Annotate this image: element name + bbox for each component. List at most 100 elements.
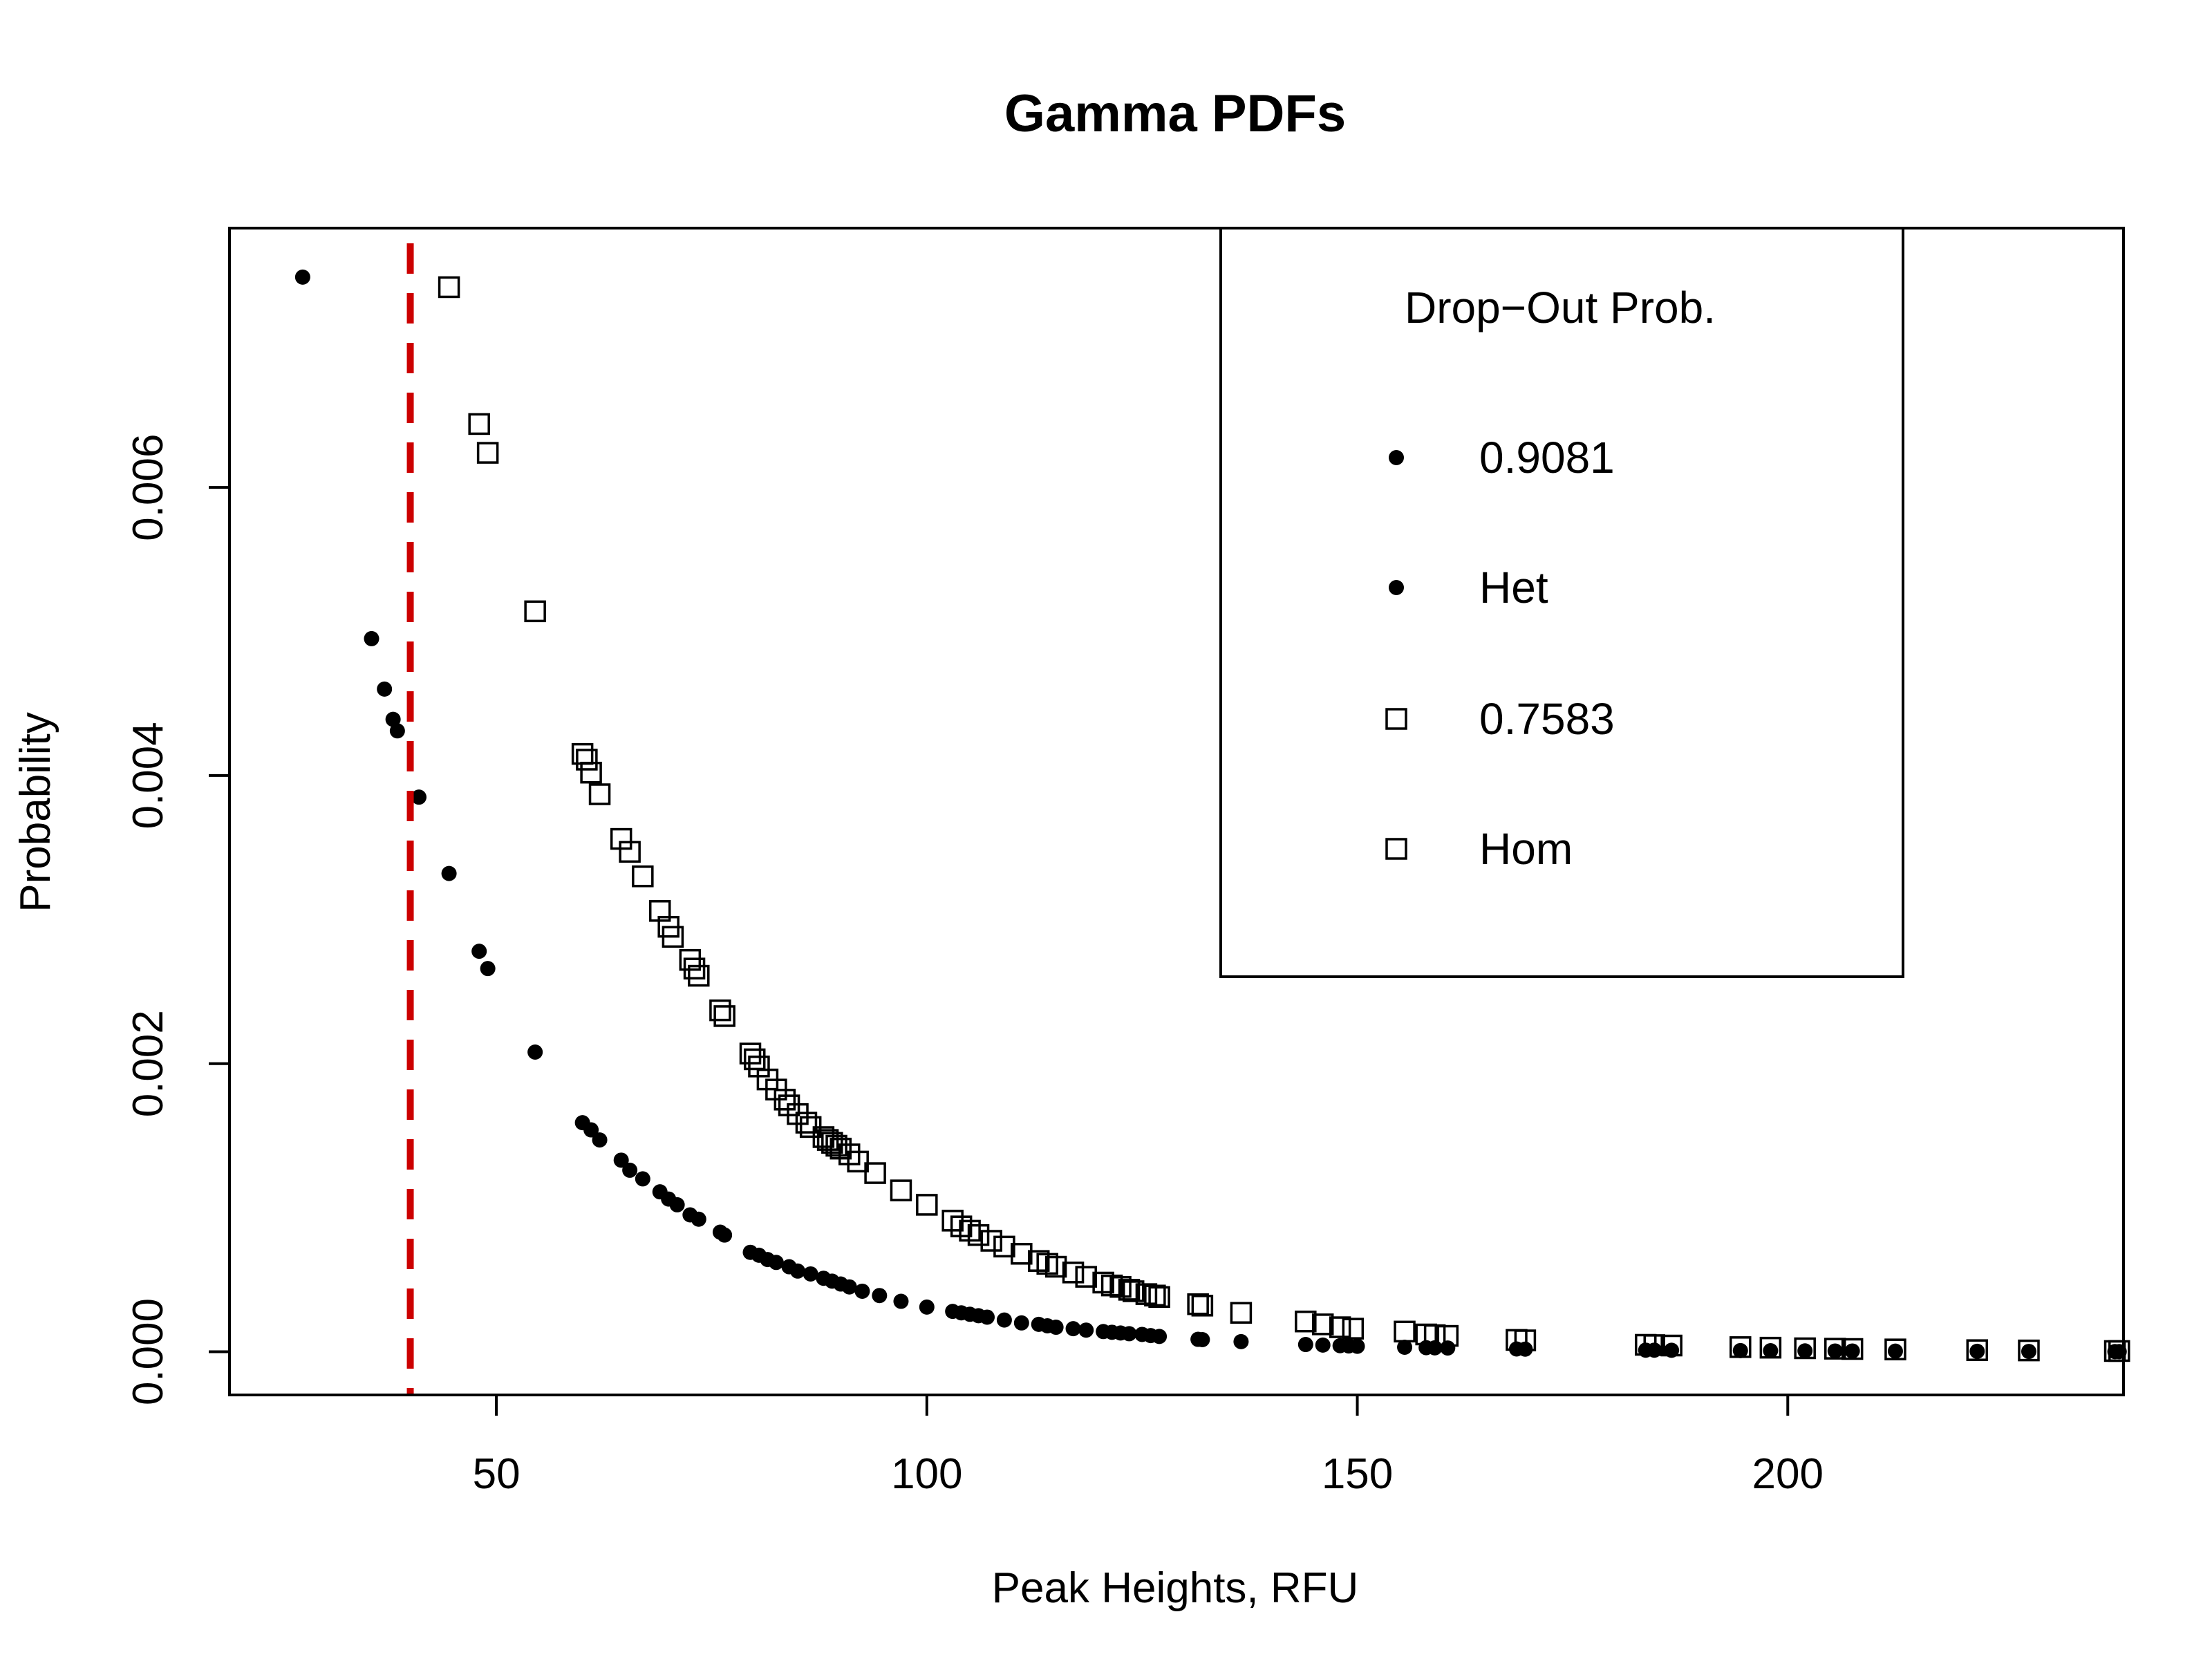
het-point [669,1197,685,1212]
het-point [1078,1322,1094,1338]
het-point [1048,1320,1064,1335]
het-point [1233,1333,1249,1349]
het-point [1797,1343,1813,1359]
het-point [996,1312,1012,1328]
het-point [527,1044,543,1060]
hom-point [1660,1334,1683,1357]
hom-point [795,1112,818,1134]
x-tick-label: 200 [1752,1450,1824,1498]
het-point [441,865,457,881]
het-point [691,1211,706,1227]
hom-point [683,957,706,980]
legend-square-symbol [1385,838,1407,860]
hom-point [1230,1302,1253,1324]
x-tick-label: 100 [891,1450,962,1498]
y-tick-label: 0.000 [124,1298,172,1405]
het-point [480,961,496,977]
hom-point [576,749,598,771]
hom-point [967,1224,990,1246]
hom-point [1295,1310,1317,1333]
y-axis-label: Probability [12,712,59,912]
hom-point [688,964,710,987]
het-point [411,789,427,805]
het-point [872,1288,888,1304]
het-point [893,1293,909,1309]
hom-point [1187,1293,1209,1315]
hom-point [619,841,641,863]
legend: Drop−Out Prob. 0.9081 Het 0.7583 Hom [1219,227,1904,978]
hom-point [864,1162,886,1184]
hom-point [1794,1337,1816,1360]
hom-point [1044,1255,1067,1278]
x-axis-ticks: 50 100 150 200 [473,1395,1824,1498]
het-point [1065,1321,1081,1337]
hom-point [1118,1279,1141,1301]
hom-point [476,442,499,464]
legend-square-symbol [1385,708,1407,730]
het-point [980,1309,995,1325]
hom-point [1730,1336,1752,1358]
hom-point [588,783,611,805]
het-point [1297,1337,1313,1353]
hom-point [1311,1313,1334,1335]
legend-box [1219,227,1904,978]
hom-point [1824,1338,1846,1360]
legend-title: Drop−Out Prob. [1405,283,1716,332]
het-point [635,1171,650,1187]
hom-point [713,1005,735,1027]
hom-point [1148,1286,1170,1309]
hom-point [1423,1324,1446,1347]
het-point [919,1299,935,1315]
hom-point [1884,1338,1906,1360]
hom-point [1966,1339,1989,1361]
het-point [768,1255,784,1271]
hom-point [1394,1320,1416,1343]
hom-point [1011,1243,1033,1265]
series-hom [438,276,2130,1362]
het-point [1732,1342,1748,1358]
het-point [854,1283,870,1299]
het-point [1315,1337,1331,1353]
het-point [841,1279,857,1295]
het-point [1121,1326,1137,1342]
legend-dot-symbol [1389,450,1404,465]
hom-point [662,926,684,948]
hom-point [438,276,460,299]
legend-entry-label: 0.9081 [1479,433,1615,482]
hom-point [1144,1284,1166,1306]
het-point [1887,1343,1903,1359]
legend-entries: 0.9081 Het 0.7583 Hom [1385,433,1615,874]
hom-point [890,1179,912,1201]
x-axis-label: Peak Heights, RFU [992,1564,1359,1612]
het-point [592,1132,608,1148]
hom-point [980,1230,1002,1252]
hom-point [632,865,654,888]
hom-point [916,1194,938,1216]
hom-point [1122,1280,1145,1302]
het-point [377,681,393,697]
hom-point [993,1235,1015,1258]
y-tick-label: 0.004 [124,722,172,829]
hom-point [1342,1318,1365,1340]
het-point [583,1122,599,1138]
chart-title: Gamma PDFs [1004,84,1346,143]
het-point [613,1152,629,1168]
het-point [1827,1343,1843,1359]
het-point [1397,1340,1413,1356]
hom-point [1514,1329,1537,1351]
hom-point [1841,1338,1864,1360]
hom-point [580,761,602,784]
het-point [803,1266,818,1282]
hom-point [743,1048,766,1071]
het-point [389,723,405,739]
legend-entry-label: Het [1479,563,1548,612]
het-point [2021,1344,2036,1360]
hom-point [1329,1316,1351,1338]
hom-point [1436,1324,1459,1347]
het-point [1152,1329,1168,1344]
x-tick-label: 50 [473,1450,521,1498]
legend-entry-label: Hom [1479,824,1573,874]
x-tick-label: 150 [1322,1450,1393,1498]
het-point [717,1227,733,1243]
